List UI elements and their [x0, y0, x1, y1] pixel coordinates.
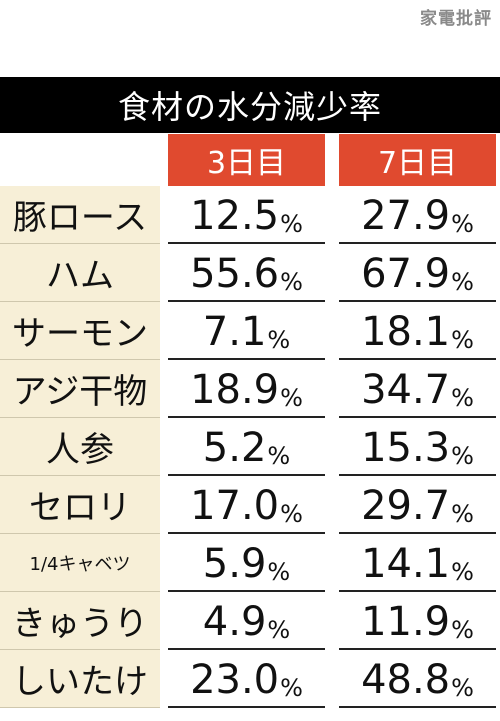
- unit: %: [280, 210, 303, 238]
- row-label: きゅうり: [0, 592, 160, 650]
- unit: %: [267, 616, 291, 644]
- value: 12.5: [190, 193, 280, 239]
- unit: %: [451, 384, 474, 412]
- value: 5.9: [202, 541, 267, 587]
- table-cell-day7: 34.7%: [339, 360, 496, 418]
- value: 17.0: [190, 483, 280, 529]
- table-cell-day3: 55.6%: [168, 244, 325, 302]
- unit: %: [267, 442, 291, 470]
- table-cell-day3: 12.5%: [168, 186, 325, 244]
- table-cell-day7: 11.9%: [339, 592, 496, 650]
- unit: %: [451, 210, 474, 238]
- value: 55.6: [190, 251, 280, 297]
- watermark-logo: 家電批評: [420, 9, 492, 29]
- unit: %: [267, 558, 291, 586]
- unit: %: [280, 268, 303, 296]
- row-label: しいたけ: [0, 650, 160, 708]
- table-cell-day7: 67.9%: [339, 244, 496, 302]
- row-label: 豚ロース: [0, 186, 160, 244]
- table-cell-day7: 15.3%: [339, 418, 496, 476]
- unit: %: [451, 674, 474, 702]
- value: 14.1: [361, 541, 451, 587]
- table-cell-day3: 4.9%: [168, 592, 325, 650]
- value: 29.7: [361, 483, 451, 529]
- table-cell-day3: 7.1%: [168, 302, 325, 360]
- unit: %: [280, 384, 303, 412]
- value: 27.9: [361, 193, 451, 239]
- value: 48.8: [361, 657, 451, 703]
- unit: %: [451, 500, 474, 528]
- table-cell-day7: 14.1%: [339, 534, 496, 592]
- unit: %: [280, 500, 303, 528]
- unit: %: [451, 268, 474, 296]
- row-label: セロリ: [0, 476, 160, 534]
- table-cell-day7: 27.9%: [339, 186, 496, 244]
- table-cell-day3: 5.2%: [168, 418, 325, 476]
- unit: %: [451, 558, 474, 586]
- unit: %: [451, 326, 474, 354]
- value: 11.9: [361, 599, 451, 645]
- table-cell-day3: 18.9%: [168, 360, 325, 418]
- value: 4.9: [202, 599, 267, 645]
- value: 18.9: [190, 367, 280, 413]
- table-cell-day7: 18.1%: [339, 302, 496, 360]
- value: 5.2: [202, 425, 267, 471]
- value: 34.7: [361, 367, 451, 413]
- value: 67.9: [361, 251, 451, 297]
- row-label: 1/4キャベツ: [0, 534, 160, 592]
- table-title: 食材の水分減少率: [0, 77, 500, 133]
- unit: %: [451, 442, 474, 470]
- unit: %: [280, 674, 303, 702]
- table-cell-day3: 17.0%: [168, 476, 325, 534]
- value: 18.1: [361, 309, 451, 355]
- table-cell-day7: 29.7%: [339, 476, 496, 534]
- value: 7.1: [202, 309, 267, 355]
- row-label: 人参: [0, 418, 160, 476]
- row-label: サーモン: [0, 302, 160, 360]
- row-label: ハム: [0, 244, 160, 302]
- table-cell-day3: 23.0%: [168, 650, 325, 708]
- row-label: アジ干物: [0, 360, 160, 418]
- column-header-day3: 3日目: [168, 134, 325, 186]
- value: 23.0: [190, 657, 280, 703]
- unit: %: [451, 616, 474, 644]
- table-cell-day7: 48.8%: [339, 650, 496, 708]
- value: 15.3: [361, 425, 451, 471]
- table-cell-day3: 5.9%: [168, 534, 325, 592]
- column-header-day7: 7日目: [339, 134, 496, 186]
- unit: %: [267, 326, 291, 354]
